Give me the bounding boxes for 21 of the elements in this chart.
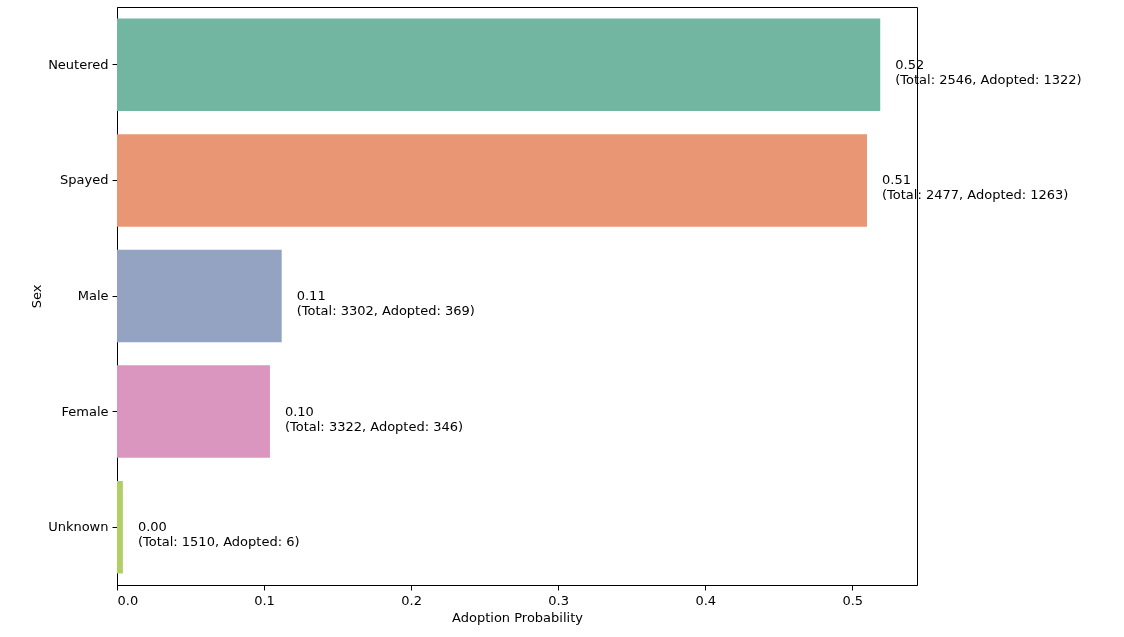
bar	[117, 134, 867, 227]
y-tick-label: Spayed	[60, 172, 109, 188]
bar	[117, 18, 881, 112]
y-tick-label: Unknown	[48, 519, 109, 535]
y-tick-label: Male	[77, 288, 109, 303]
bar	[117, 365, 270, 458]
y-axis-title: Sex	[29, 284, 45, 309]
x-tick-label: 0.3	[548, 592, 570, 608]
y-tick-label: Female	[61, 403, 109, 419]
x-tick-label: 0.1	[254, 592, 275, 608]
bar	[117, 480, 123, 574]
x-axis-title: Adoption Probability	[452, 609, 584, 625]
x-tick-label: 0.2	[401, 592, 422, 608]
x-tick-label: 0.0	[117, 592, 139, 608]
x-tick-label: 0.5	[842, 592, 864, 608]
data-label: 0.10 (Total: 3322, Adopted: 346)	[284, 403, 464, 434]
data-label: 0.11 (Total: 3302, Adopted: 369)	[296, 288, 475, 318]
bar	[117, 249, 282, 343]
y-tick-label: Neutered	[48, 56, 109, 72]
data-label: 0.00 (Total: 1510, Adopted: 6)	[137, 519, 300, 550]
x-tick-label: 0.4	[695, 592, 717, 608]
